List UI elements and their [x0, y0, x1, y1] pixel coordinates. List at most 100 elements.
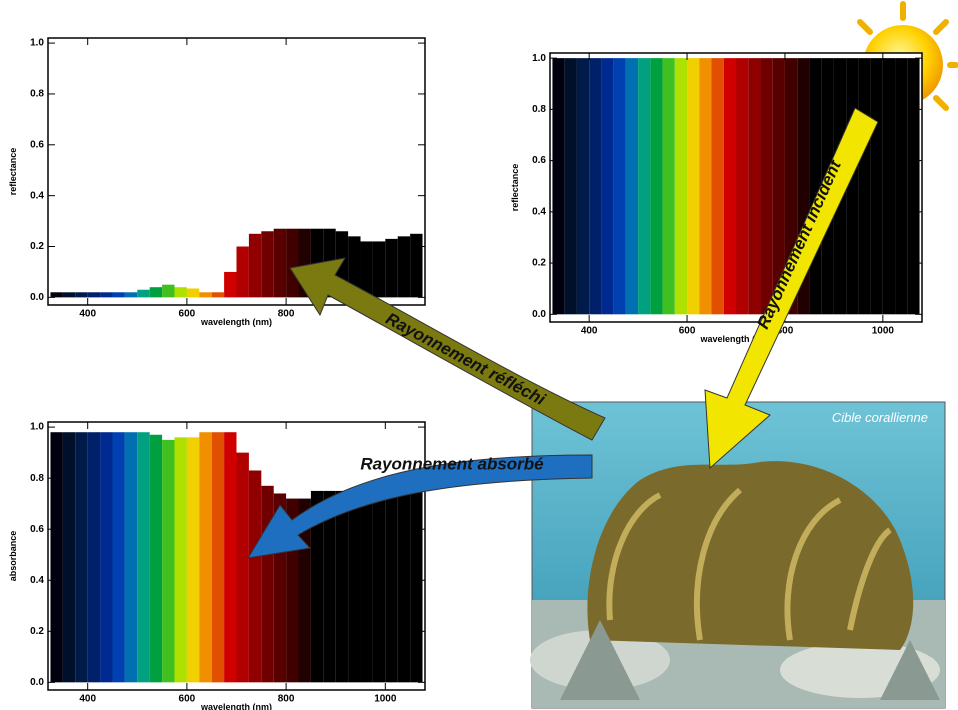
bar — [112, 292, 124, 297]
x-tick-label: 800 — [278, 694, 295, 705]
bar — [410, 491, 422, 682]
bar — [162, 285, 174, 298]
y-tick-label: 0.8 — [30, 89, 44, 100]
x-tick-label: 800 — [278, 309, 295, 320]
x-tick-label: 600 — [679, 326, 696, 337]
y-tick-label: 0.0 — [30, 292, 44, 303]
y-tick-label: 0.0 — [30, 677, 44, 688]
y-tick-label: 0.2 — [532, 258, 546, 269]
y-tick-label: 0.6 — [30, 139, 44, 150]
arrow-label: Rayonnement réfléchi — [383, 309, 550, 410]
chart: 0.00.20.40.60.81.0400600800wavelength (n… — [8, 38, 425, 327]
bar — [675, 58, 687, 314]
bar — [348, 491, 360, 682]
bar — [125, 292, 137, 297]
bar — [286, 229, 298, 298]
bar — [385, 491, 397, 682]
bar — [361, 241, 373, 297]
bar — [274, 229, 286, 298]
bar — [63, 432, 75, 682]
y-tick-label: 0.6 — [30, 524, 44, 535]
bar — [410, 234, 422, 298]
bar — [552, 58, 564, 314]
bar — [577, 58, 589, 314]
y-tick-label: 0.6 — [532, 155, 546, 166]
y-tick-label: 0.8 — [30, 473, 44, 484]
y-axis-label: absorbance — [8, 531, 18, 582]
bar — [907, 58, 919, 314]
bar — [75, 432, 87, 682]
bar — [589, 58, 601, 314]
bar — [361, 491, 373, 682]
bar — [261, 231, 273, 297]
bar — [212, 292, 224, 297]
x-tick-label: 600 — [179, 694, 196, 705]
bar — [187, 288, 199, 297]
y-tick-label: 0.2 — [30, 626, 44, 637]
bar — [100, 292, 112, 297]
x-tick-label: 1000 — [374, 694, 397, 705]
bar — [261, 486, 273, 683]
bar — [199, 432, 211, 682]
bar — [50, 432, 62, 682]
bar — [760, 58, 772, 314]
bar — [601, 58, 613, 314]
bar — [663, 58, 675, 314]
bar — [237, 453, 249, 683]
y-tick-label: 0.4 — [30, 190, 44, 201]
x-tick-label: 400 — [79, 309, 96, 320]
photo-caption: Cible corallienne — [832, 410, 928, 425]
bar — [699, 58, 711, 314]
bar — [63, 292, 75, 297]
bar — [212, 432, 224, 682]
bar — [88, 292, 100, 297]
bar — [687, 58, 699, 314]
bar — [748, 58, 760, 314]
bar — [638, 58, 650, 314]
bar — [373, 241, 385, 297]
x-tick-label: 400 — [79, 694, 96, 705]
bar — [398, 491, 410, 682]
bar — [137, 290, 149, 298]
bar — [88, 432, 100, 682]
bar — [385, 239, 397, 297]
bar — [50, 292, 62, 297]
coral-photo: Cible corallienne — [530, 402, 945, 708]
bar — [724, 58, 736, 314]
arrow-label: Rayonnement absorbé — [360, 454, 543, 473]
bar — [883, 58, 895, 314]
bar — [125, 432, 137, 682]
y-axis-label: reflectance — [510, 164, 520, 212]
bar — [858, 58, 870, 314]
bar — [112, 432, 124, 682]
bar — [398, 236, 410, 297]
bar — [712, 58, 724, 314]
y-tick-label: 1.0 — [532, 53, 546, 64]
bar — [199, 292, 211, 297]
x-tick-label: 600 — [179, 309, 196, 320]
bar — [224, 272, 236, 297]
y-tick-label: 0.2 — [30, 241, 44, 252]
bar — [100, 432, 112, 682]
y-tick-label: 0.4 — [532, 206, 546, 217]
bar — [237, 247, 249, 298]
bar — [736, 58, 748, 314]
bar — [224, 432, 236, 682]
bar — [614, 58, 626, 314]
x-axis-label: wavelength (nm) — [200, 317, 272, 327]
figure: Cible corallienne 0.0 0.2 0.4 0.6 0.8 1.0 400 6… — [0, 0, 958, 710]
y-tick-label: 1.0 — [30, 422, 44, 433]
x-axis-label: wavelength (nm) — [200, 702, 272, 710]
x-tick-label: 400 — [581, 326, 598, 337]
bar — [150, 435, 162, 683]
y-tick-label: 0.0 — [532, 309, 546, 320]
bar — [336, 491, 348, 682]
bar — [162, 440, 174, 682]
x-tick-label: 1000 — [872, 326, 895, 337]
bar — [137, 432, 149, 682]
bar — [626, 58, 638, 314]
bar — [187, 437, 199, 682]
y-axis-label: reflectance — [8, 148, 18, 196]
bar — [565, 58, 577, 314]
